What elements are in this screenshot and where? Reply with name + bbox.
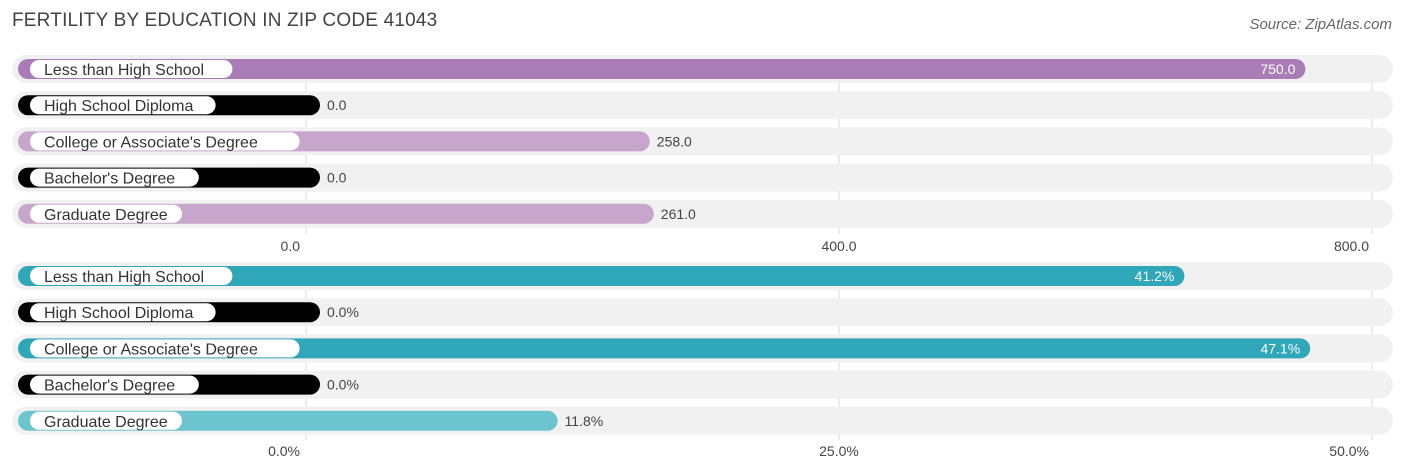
rate-track-3 [12,370,1393,399]
rate-tick-label-1: 25.0% [819,443,859,459]
rate-value-label-2: 47.1% [1260,340,1300,356]
count-category-label-1: High School Diploma [44,98,194,115]
rate-tick-label-2: 50.0% [1329,443,1369,459]
count-tick-label-2: 800.0 [1334,238,1369,254]
rate-category-label-2: College or Associate's Degree [44,341,258,358]
count-label-pill-2 [30,132,300,151]
rate-label-pill-0 [30,267,233,285]
rate-tick-label-0: 0.0% [268,443,300,459]
chart-title: FERTILITY BY EDUCATION IN ZIP CODE 41043 [12,10,438,31]
source-credit: Source: ZipAtlas.com [1249,16,1392,33]
count-category-label-0: Less than High School [44,62,204,79]
count-bar-0 [18,59,1306,79]
rate-value-label-4: 11.8% [565,413,604,429]
rate-value-label-0: 41.2% [1135,268,1175,284]
count-value-label-0: 750.0 [1260,61,1295,77]
count-label-pill-3 [30,168,199,187]
rate-track-1 [12,298,1393,327]
count-track-3 [12,163,1393,192]
count-tick-label-1: 400.0 [821,238,856,254]
rate-label-pill-2 [30,339,300,358]
count-value-label-3: 0.0 [327,170,347,186]
count-label-pill-0 [30,60,233,78]
rate-category-label-0: Less than High School [44,269,204,286]
count-label-pill-1 [30,96,216,115]
count-track-1 [12,91,1393,120]
count-value-label-4: 261.0 [661,206,696,222]
count-value-label-1: 0.0 [327,97,347,113]
count-category-label-2: College or Associate's Degree [44,134,258,151]
count-category-label-4: Graduate Degree [44,207,168,224]
count-label-pill-4 [30,204,182,223]
rate-label-pill-4 [30,411,182,430]
rate-bar-0 [18,266,1185,286]
rate-category-label-1: High School Diploma [44,305,194,322]
count-value-label-2: 258.0 [657,133,692,149]
rate-category-label-3: Bachelor's Degree [44,378,175,395]
rate-category-label-4: Graduate Degree [44,414,168,431]
rate-value-label-1: 0.0% [327,304,359,320]
rate-label-pill-3 [30,375,199,394]
count-category-label-3: Bachelor's Degree [44,171,175,188]
rate-value-label-3: 0.0% [327,377,359,393]
rate-label-pill-1 [30,303,216,322]
count-tick-label-0: 0.0 [281,238,301,254]
rate-bar-2 [18,338,1311,359]
